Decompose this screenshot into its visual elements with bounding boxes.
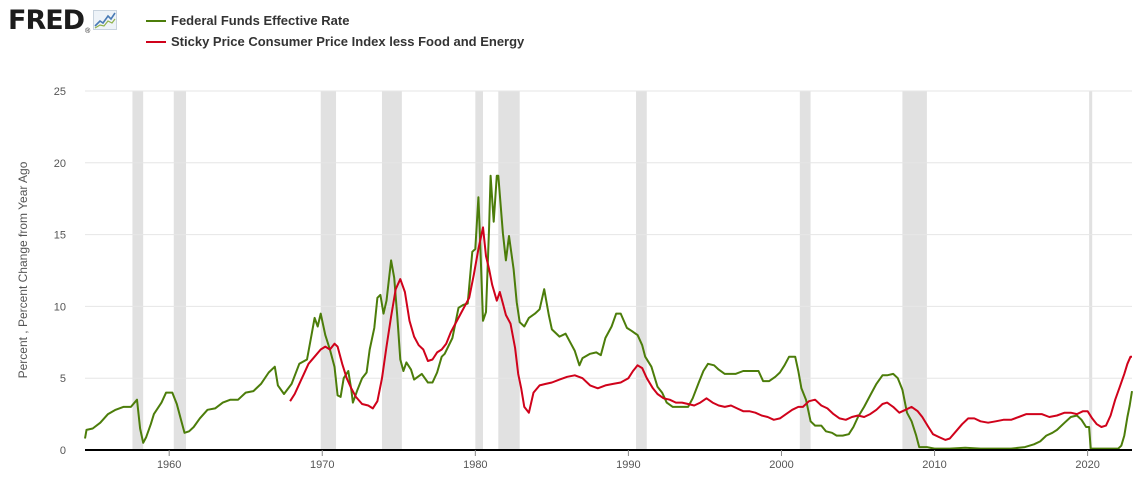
chart-legend: Federal Funds Effective Rate Sticky Pric… (146, 10, 524, 52)
legend-item-sticky-cpi[interactable]: Sticky Price Consumer Price Index less F… (146, 31, 524, 52)
x-tick-label: 1960 (157, 459, 181, 471)
x-tick-label: 2000 (769, 459, 793, 471)
x-tick-label: 2020 (1075, 459, 1099, 471)
x-tick-label: 1980 (463, 459, 487, 471)
recession-band (498, 91, 520, 450)
x-tick-label: 1970 (310, 459, 334, 471)
fred-logo-text: FRED (8, 5, 85, 36)
y-tick-label: 15 (54, 230, 66, 242)
y-tick-label: 10 (54, 301, 66, 313)
y-tick-label: 0 (60, 445, 66, 457)
axes: 0 5 10 15 20 25 1960 1970 1980 1990 2000 2010 2020 (54, 86, 1132, 471)
recession-band (636, 91, 647, 450)
y-tick-label: 20 (54, 158, 66, 170)
series-lines (84, 174, 1133, 450)
x-tick-label: 2010 (922, 459, 946, 471)
sparkline-icon (93, 10, 118, 30)
y-axis-title: Percent , Percent Change from Year Ago (16, 161, 30, 378)
recession-band (320, 91, 337, 450)
registered-mark: ® (85, 28, 91, 35)
recession-bands (132, 91, 1093, 450)
legend-item-fed-funds[interactable]: Federal Funds Effective Rate (146, 10, 524, 31)
recession-band (475, 91, 483, 450)
y-tick-label: 25 (54, 86, 66, 98)
gridlines (85, 90, 1132, 379)
series-line-sticky-cpi (289, 226, 1132, 441)
legend-label-fed-funds: Federal Funds Effective Rate (171, 13, 350, 28)
x-tick-label: 1990 (616, 459, 640, 471)
recession-band (902, 91, 927, 450)
recession-band (799, 91, 811, 450)
y-tick-label: 5 (60, 373, 66, 385)
recession-band (1089, 91, 1093, 450)
legend-swatch-red (146, 40, 166, 43)
legend-label-sticky-cpi: Sticky Price Consumer Price Index less F… (171, 34, 525, 49)
recession-band (173, 91, 187, 450)
fred-logo: FRED ® (8, 5, 118, 36)
legend-swatch-green (146, 19, 166, 22)
recession-band (132, 91, 144, 450)
series-line-fed-funds (84, 174, 1133, 450)
